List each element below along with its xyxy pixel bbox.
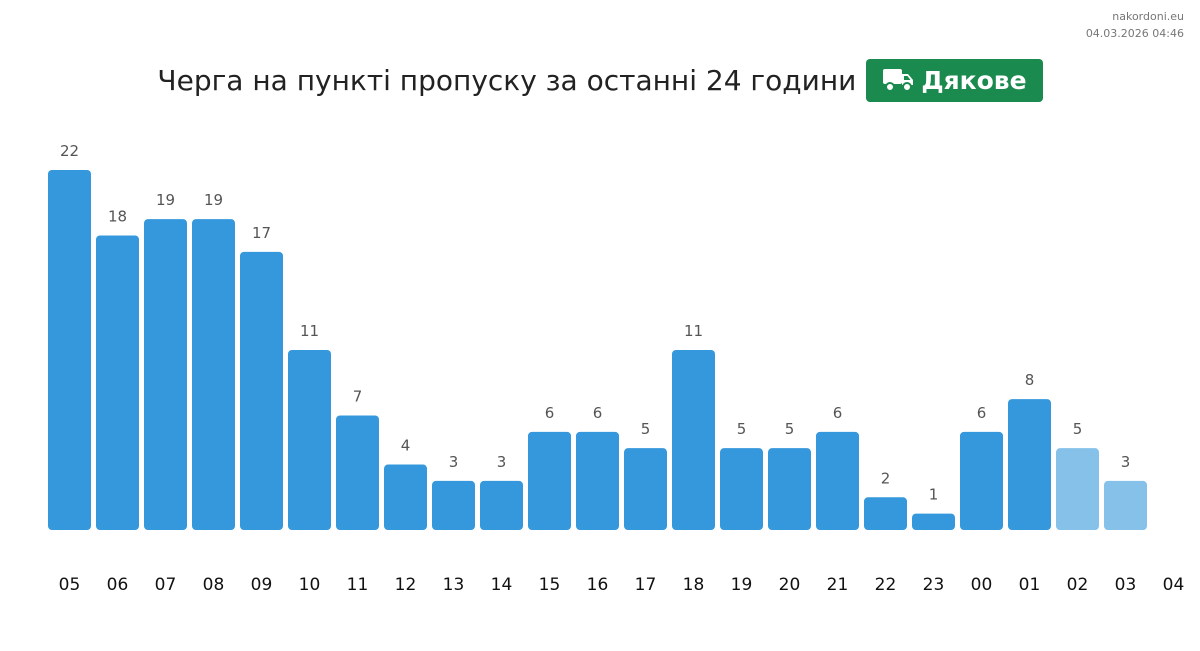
source-timestamp: 04.03.2026 04:46 — [1085, 27, 1184, 40]
bar-21[interactable] — [816, 431, 859, 530]
bar-05[interactable] — [48, 170, 91, 530]
x-tick-18: 18 — [683, 575, 705, 595]
bar-11[interactable] — [336, 415, 379, 530]
bar-18[interactable] — [672, 350, 715, 530]
data-label-05: 22 — [60, 142, 79, 160]
x-tick-17: 17 — [635, 575, 657, 595]
data-label-09: 17 — [252, 224, 271, 242]
bar-19[interactable] — [720, 448, 763, 530]
data-label-21: 6 — [833, 404, 843, 422]
bar-17[interactable] — [624, 448, 667, 530]
chart-title: Черга на пункті пропуску за останні 24 г… — [157, 63, 857, 97]
truck-icon — [883, 69, 914, 92]
bar-14[interactable] — [480, 480, 523, 530]
bar-16[interactable] — [576, 431, 619, 530]
bar-01[interactable] — [1008, 399, 1051, 530]
x-tick-11: 11 — [347, 575, 369, 595]
chart-header: Черга на пункті пропуску за останні 24 г… — [0, 58, 1200, 102]
bar-15[interactable] — [528, 431, 571, 530]
x-tick-04: 04 — [1163, 575, 1185, 595]
data-label-00: 6 — [977, 404, 987, 422]
data-label-14: 3 — [497, 453, 507, 471]
data-label-12: 4 — [401, 437, 411, 455]
x-tick-00: 00 — [971, 575, 993, 595]
data-label-02: 5 — [1073, 420, 1083, 438]
x-tick-03: 03 — [1115, 575, 1137, 595]
x-tick-12: 12 — [395, 575, 417, 595]
x-tick-15: 15 — [539, 575, 561, 595]
bar-00[interactable] — [960, 431, 1003, 530]
data-label-16: 6 — [593, 404, 603, 422]
x-tick-01: 01 — [1019, 575, 1041, 595]
x-tick-05: 05 — [59, 575, 81, 595]
checkpoint-badge[interactable]: Дякове — [866, 58, 1043, 102]
bar-13[interactable] — [432, 480, 475, 530]
data-label-23: 1 — [929, 486, 939, 504]
x-tick-16: 16 — [587, 575, 609, 595]
data-label-10: 11 — [300, 322, 319, 340]
x-tick-14: 14 — [491, 575, 513, 595]
data-label-07: 19 — [156, 191, 175, 209]
bar-22[interactable] — [864, 497, 907, 530]
data-label-18: 11 — [684, 322, 703, 340]
data-label-03: 3 — [1121, 453, 1131, 471]
source-site[interactable]: nakordoni.eu — [1112, 10, 1184, 23]
x-tick-10: 10 — [299, 575, 321, 595]
bar-03[interactable] — [1104, 480, 1147, 530]
data-label-17: 5 — [641, 420, 651, 438]
data-label-06: 18 — [108, 207, 127, 225]
x-tick-13: 13 — [443, 575, 465, 595]
data-label-11: 7 — [353, 387, 363, 405]
data-label-22: 2 — [881, 469, 891, 487]
data-label-20: 5 — [785, 420, 795, 438]
x-tick-06: 06 — [107, 575, 129, 595]
bar-23[interactable] — [912, 513, 955, 530]
x-tick-23: 23 — [923, 575, 945, 595]
data-label-01: 8 — [1025, 371, 1035, 389]
x-tick-09: 09 — [251, 575, 273, 595]
x-tick-20: 20 — [779, 575, 801, 595]
bar-09[interactable] — [240, 251, 283, 530]
bar-10[interactable] — [288, 350, 331, 530]
x-tick-22: 22 — [875, 575, 897, 595]
x-tick-21: 21 — [827, 575, 849, 595]
data-label-19: 5 — [737, 420, 747, 438]
bar-08[interactable] — [192, 219, 235, 530]
x-tick-02: 02 — [1067, 575, 1089, 595]
source-info: nakordoni.eu 04.03.2026 04:46 — [1086, 8, 1184, 42]
checkpoint-name: Дякове — [921, 65, 1027, 95]
bar-06[interactable] — [96, 235, 139, 531]
bar-20[interactable] — [768, 448, 811, 530]
bar-02[interactable] — [1056, 448, 1099, 530]
data-label-15: 6 — [545, 404, 555, 422]
data-label-08: 19 — [204, 191, 223, 209]
bar-07[interactable] — [144, 219, 187, 530]
x-tick-08: 08 — [203, 575, 225, 595]
x-tick-19: 19 — [731, 575, 753, 595]
data-label-13: 3 — [449, 453, 459, 471]
bar-12[interactable] — [384, 464, 427, 530]
x-tick-07: 07 — [155, 575, 177, 595]
